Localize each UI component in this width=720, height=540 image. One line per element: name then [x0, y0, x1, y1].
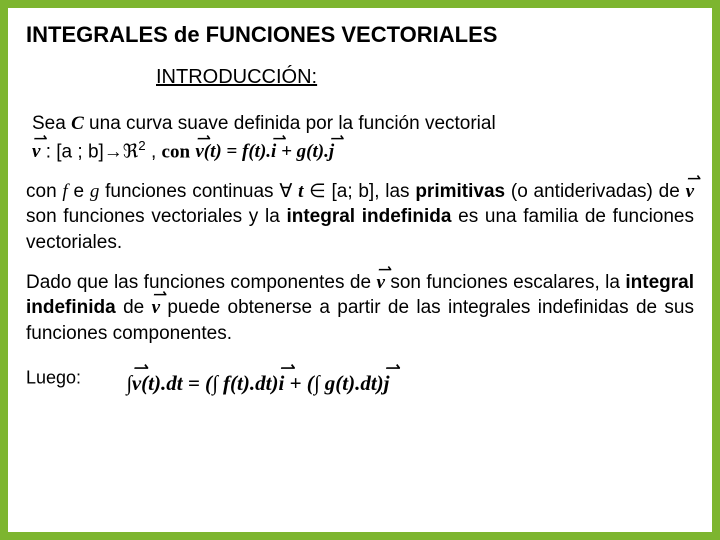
slide-subtitle: INTRODUCCIÓN: [156, 66, 694, 89]
eq-v: v [195, 139, 203, 165]
int-lhs-rest: (t).dt = [141, 371, 205, 395]
line2-comma: , [146, 141, 162, 162]
p1-C: C [71, 113, 84, 134]
p2-t5: (o antiderivadas) de [505, 181, 685, 202]
eq-i: i [271, 139, 276, 165]
p2-t6: son funciones vectoriales y la [26, 206, 286, 227]
p3-t2: son funciones escalares, la [385, 272, 625, 293]
slide-title: INTEGRALES de FUNCIONES VECTORIALES [26, 22, 694, 48]
luego-text: Luego: [26, 367, 81, 387]
paragraph-3: Dado que las funciones componentes de v … [26, 270, 694, 347]
p2-t3: funciones continuas ∀ [99, 181, 298, 202]
p2-t4: ∈ [a; b], las [303, 181, 415, 202]
p2-integral-indef: integral indefinida [286, 206, 451, 227]
equation-vt: v(t) = f(t).i + g(t).j [195, 139, 334, 165]
eq-mid1: (t) = f(t). [204, 141, 271, 162]
vector-v-3: v [376, 270, 384, 296]
line2-sup: 2 [138, 138, 145, 153]
paragraph-2: con f e g funciones continuas ∀ t ∈ [a; … [26, 179, 694, 256]
line2-domain: : [a ; b]→ℜ [40, 141, 138, 162]
int-i: i [278, 371, 284, 396]
p2-g: g [90, 181, 100, 202]
vector-v-4: v [152, 295, 160, 321]
p2-t1: con [26, 181, 62, 202]
line2-con: con [162, 141, 191, 162]
paragraph-1: Sea C una curva suave definida por la fu… [26, 111, 694, 165]
slide: INTEGRALES de FUNCIONES VECTORIALES INTR… [8, 8, 712, 532]
int-r2a: (∫ g(t).dt) [307, 371, 384, 395]
p2-primitivas: primitivas [415, 181, 505, 202]
p3-t3: de [116, 297, 152, 318]
p3-t1: Dado que las funciones componentes de [26, 272, 376, 293]
int-j: j [384, 371, 390, 396]
int-r1a: (∫ f(t).dt) [205, 371, 278, 395]
p1-text2: una curva suave definida por la función … [84, 113, 496, 134]
eq-j: j [329, 139, 334, 165]
luego-label: Luego: ∫v(t).dt = (∫ f(t).dt)i + (∫ g(t)… [26, 361, 694, 396]
p2-t2: e [68, 181, 90, 202]
integral-equation: ∫v(t).dt = (∫ f(t).dt)i + (∫ g(t).dt)j [126, 371, 389, 396]
int-lhs-v: v [132, 371, 141, 396]
vector-v-2: v [686, 179, 694, 205]
vector-v-1: v [32, 139, 40, 165]
